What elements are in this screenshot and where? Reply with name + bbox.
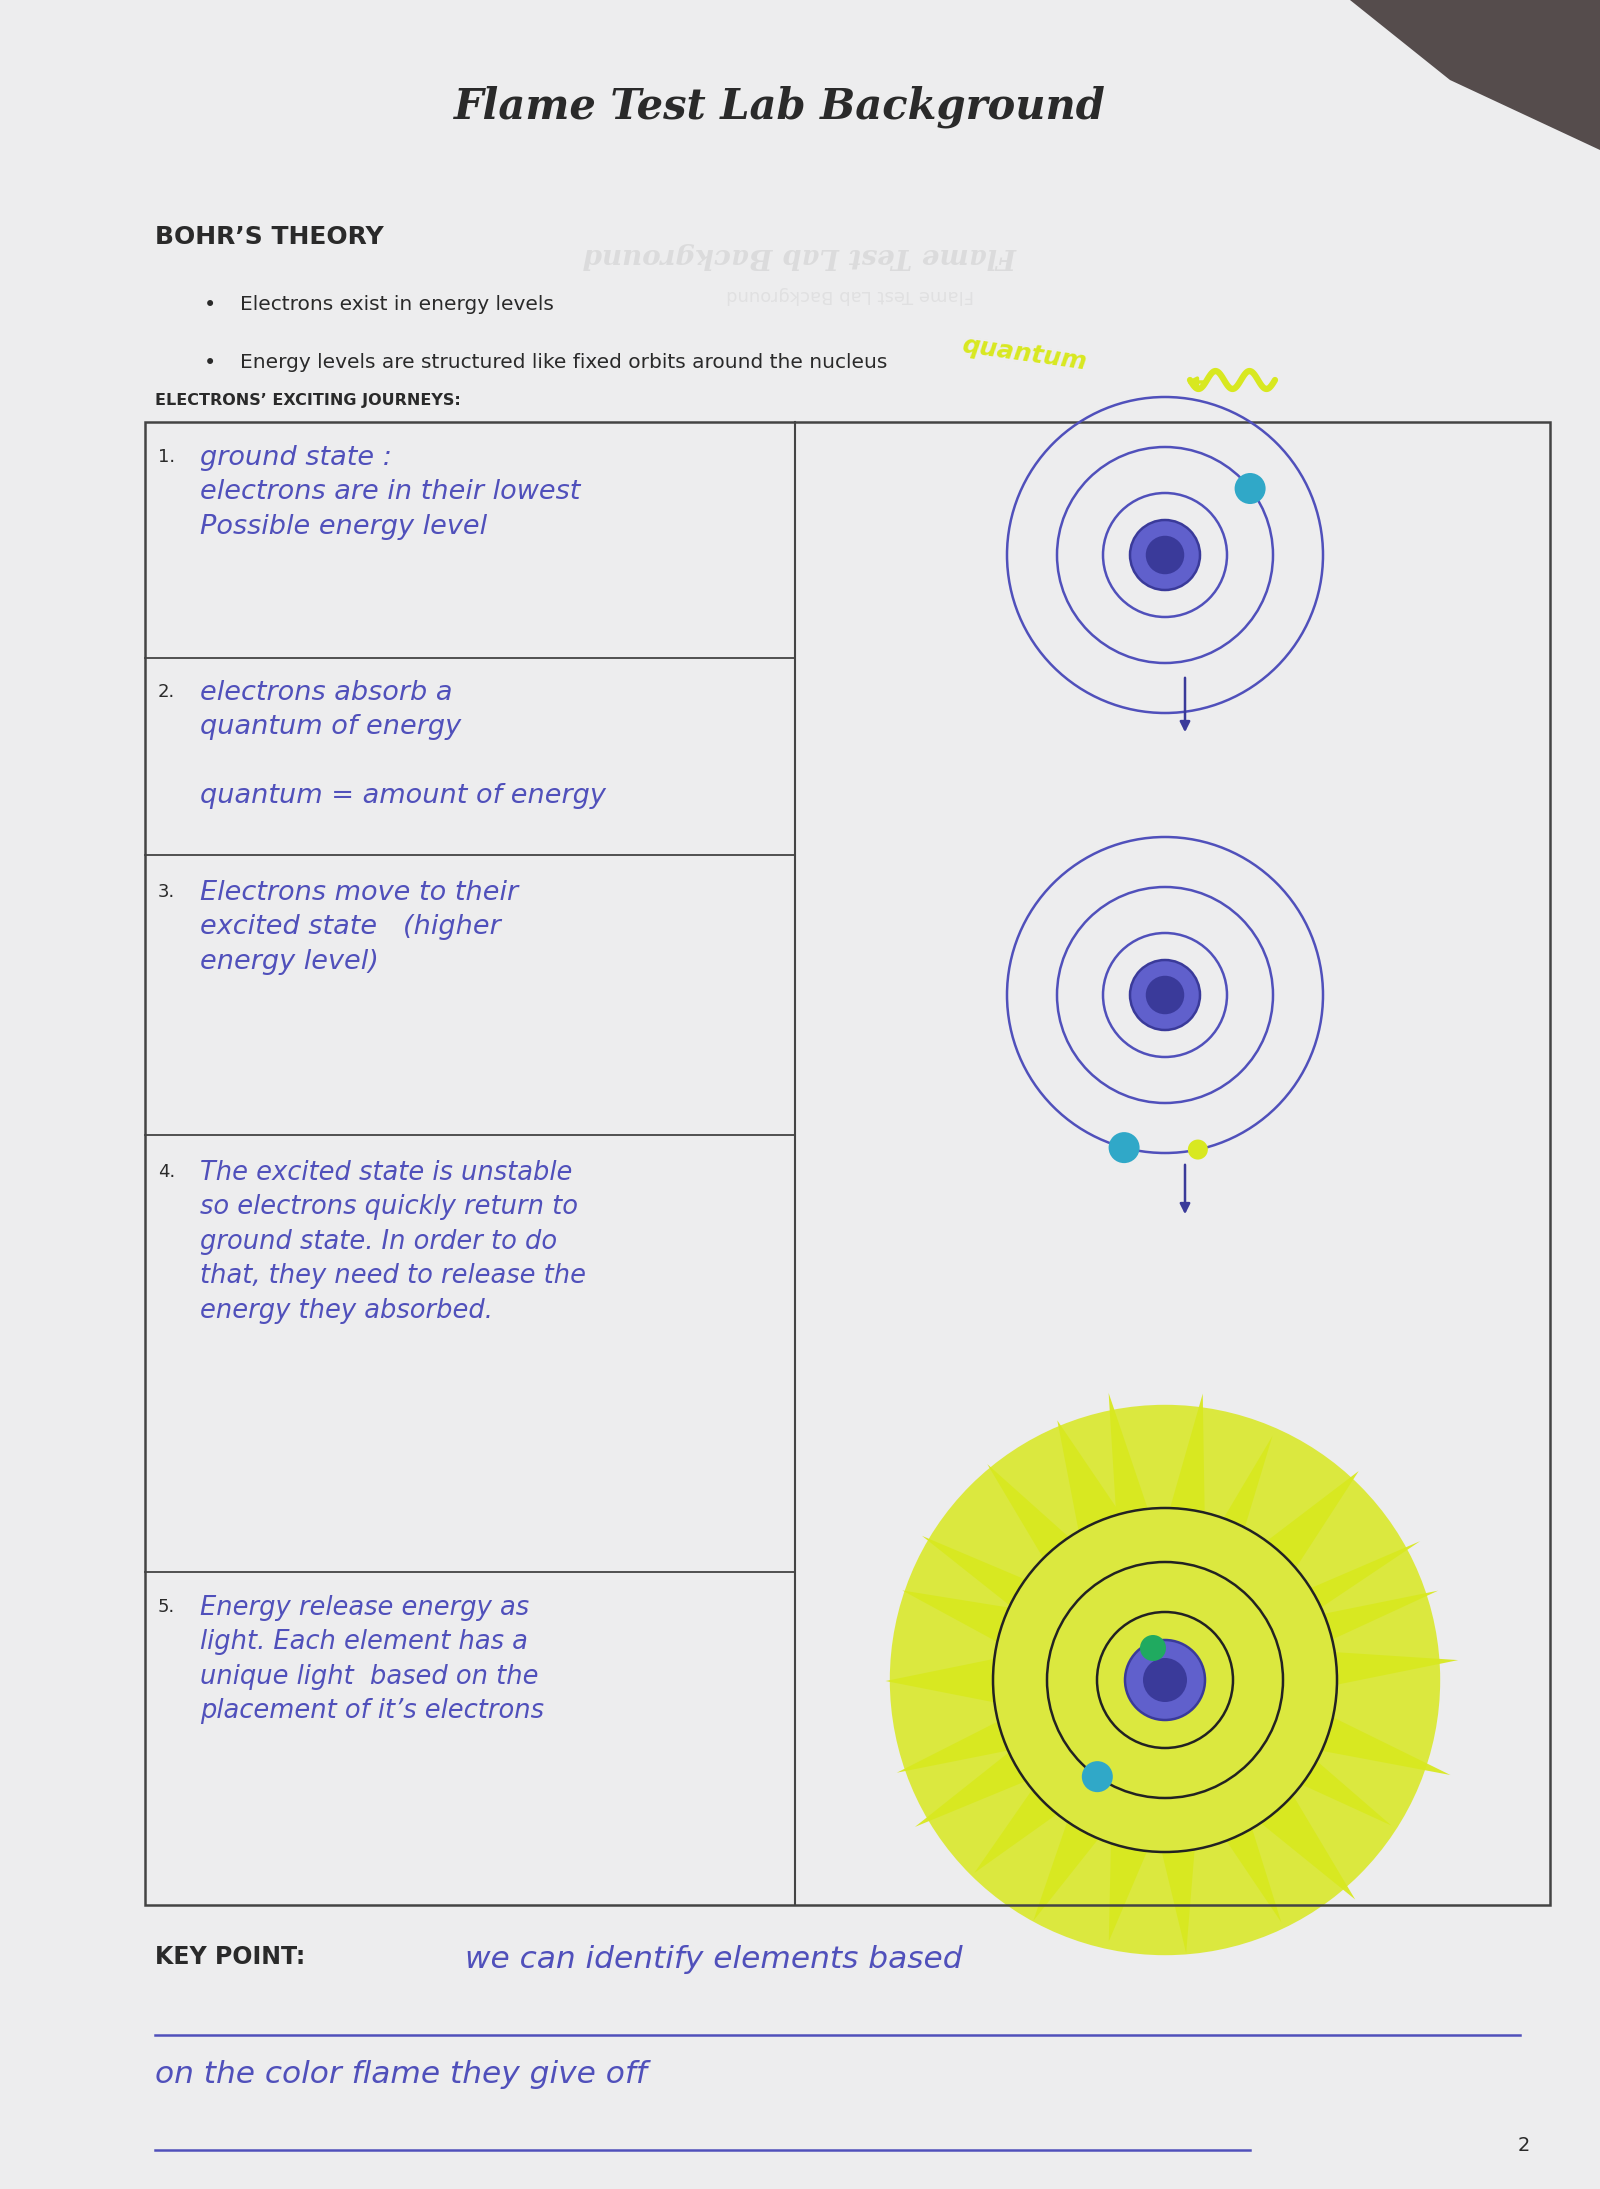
Circle shape [1139, 1635, 1166, 1661]
Circle shape [1142, 1657, 1187, 1703]
Circle shape [1187, 1140, 1208, 1160]
Polygon shape [915, 1751, 1026, 1828]
Circle shape [1235, 473, 1266, 503]
Circle shape [1109, 1132, 1139, 1162]
Polygon shape [987, 1464, 1069, 1559]
Text: electrons absorb a
quantum of energy

quantum = amount of energy: electrons absorb a quantum of energy qua… [200, 681, 606, 810]
Polygon shape [902, 1591, 1010, 1642]
Polygon shape [1224, 1436, 1272, 1528]
Text: quantum: quantum [960, 333, 1088, 374]
Text: on the color flame they give off: on the color flame they give off [155, 2060, 646, 2088]
Polygon shape [1226, 1828, 1282, 1922]
Polygon shape [1310, 1541, 1421, 1607]
Text: ground state :
electrons are in their lowest
Possible energy level: ground state : electrons are in their lo… [200, 444, 581, 541]
Polygon shape [896, 1721, 1008, 1773]
Polygon shape [922, 1537, 1026, 1605]
Bar [146, 422, 1550, 1904]
Text: Electrons move to their
excited state   (higher
energy level): Electrons move to their excited state (h… [200, 880, 518, 974]
Polygon shape [1058, 1421, 1120, 1532]
Text: Energy release energy as
light. Each element has a
unique light  based on the
pl: Energy release energy as light. Each ele… [200, 1596, 544, 1725]
Circle shape [890, 1405, 1440, 1955]
Polygon shape [1170, 1394, 1205, 1513]
Text: Flame Test Lab Background: Flame Test Lab Background [454, 85, 1106, 127]
Text: Electrons exist in energy levels: Electrons exist in energy levels [240, 296, 554, 313]
Polygon shape [885, 1659, 995, 1703]
Text: 2.: 2. [158, 683, 176, 700]
Text: we can identify elements based: we can identify elements based [466, 1946, 963, 1974]
Polygon shape [1322, 1716, 1451, 1775]
Circle shape [1082, 1762, 1114, 1793]
Text: KEY POINT:: KEY POINT: [155, 1946, 306, 1968]
Polygon shape [1323, 1591, 1438, 1640]
Text: 3.: 3. [158, 882, 176, 902]
Circle shape [1130, 521, 1200, 591]
Polygon shape [1267, 1471, 1358, 1567]
Polygon shape [1034, 1821, 1099, 1922]
Text: Flame Test Lab Background: Flame Test Lab Background [582, 241, 1018, 269]
Text: 5.: 5. [158, 1598, 176, 1615]
Polygon shape [1109, 1392, 1147, 1515]
Text: Flame Test Lab Background: Flame Test Lab Background [726, 287, 974, 304]
Polygon shape [1302, 1760, 1392, 1826]
Text: 4.: 4. [158, 1162, 176, 1182]
Text: Energy levels are structured like fixed orbits around the nucleus: Energy levels are structured like fixed … [240, 352, 888, 372]
Polygon shape [1261, 1795, 1355, 1900]
Text: 1.: 1. [158, 449, 174, 466]
Polygon shape [1162, 1850, 1195, 1953]
Text: •: • [203, 296, 216, 315]
Circle shape [1146, 536, 1184, 574]
Text: •: • [203, 352, 216, 372]
Circle shape [1146, 976, 1184, 1014]
Text: BOHR’S THEORY: BOHR’S THEORY [155, 225, 384, 250]
Text: ELECTRONS’ EXCITING JOURNEYS:: ELECTRONS’ EXCITING JOURNEYS: [155, 394, 461, 407]
Polygon shape [1334, 1653, 1458, 1686]
Polygon shape [1350, 0, 1600, 151]
Circle shape [1130, 961, 1200, 1031]
Text: 2: 2 [1518, 2136, 1530, 2154]
Polygon shape [974, 1788, 1058, 1874]
Polygon shape [1109, 1843, 1147, 1942]
Text: The excited state is unstable
so electrons quickly return to
ground state. In or: The excited state is unstable so electro… [200, 1160, 586, 1324]
Circle shape [1125, 1640, 1205, 1721]
